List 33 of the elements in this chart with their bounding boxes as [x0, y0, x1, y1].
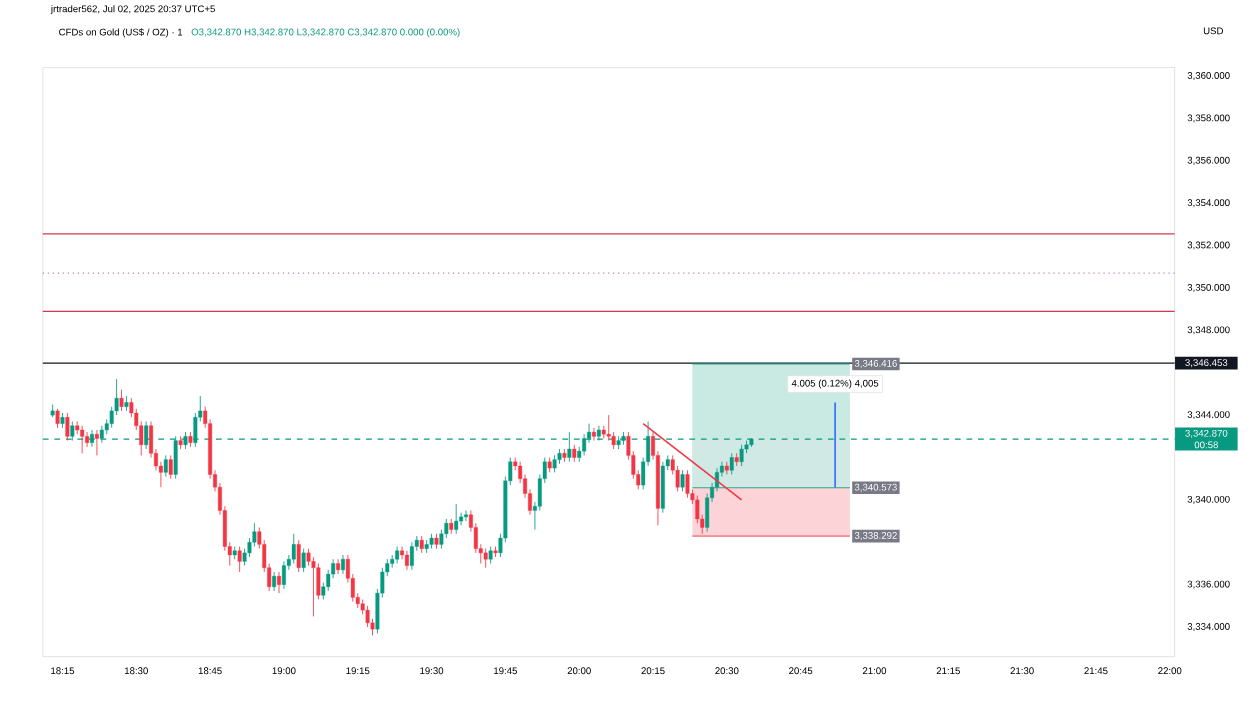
- candlestick: [94, 429, 99, 456]
- candlestick: [55, 408, 60, 429]
- candlestick: [281, 560, 286, 590]
- candlestick: [80, 425, 85, 454]
- candlestick: [606, 414, 611, 441]
- candlestick: [272, 571, 277, 592]
- candlestick: [365, 605, 370, 628]
- candlestick: [291, 533, 296, 564]
- candlestick: [65, 412, 70, 441]
- candlestick: [163, 454, 168, 477]
- candlestick: [144, 420, 149, 450]
- candlestick: [464, 509, 468, 522]
- candlestick: [483, 547, 488, 568]
- candlestick: [237, 545, 242, 573]
- candlestick: [336, 558, 341, 575]
- candlestick: [119, 388, 124, 412]
- candlestick: [168, 454, 173, 479]
- candlestick: [311, 556, 316, 617]
- candlestick: [680, 469, 685, 492]
- candlestick: [85, 431, 90, 448]
- candlestick: [277, 571, 281, 594]
- candlestick: [409, 541, 414, 570]
- candlestick: [729, 452, 734, 475]
- candlestick: [301, 547, 306, 573]
- candlestick: [404, 550, 409, 570]
- candlestick: [341, 554, 345, 575]
- candlestick: [739, 444, 744, 467]
- candlestick: [685, 469, 690, 498]
- candlestick: [296, 539, 301, 573]
- candlestick: [592, 427, 596, 441]
- candlestick: [660, 461, 665, 513]
- candlestick: [454, 503, 459, 534]
- candlestick: [459, 511, 464, 526]
